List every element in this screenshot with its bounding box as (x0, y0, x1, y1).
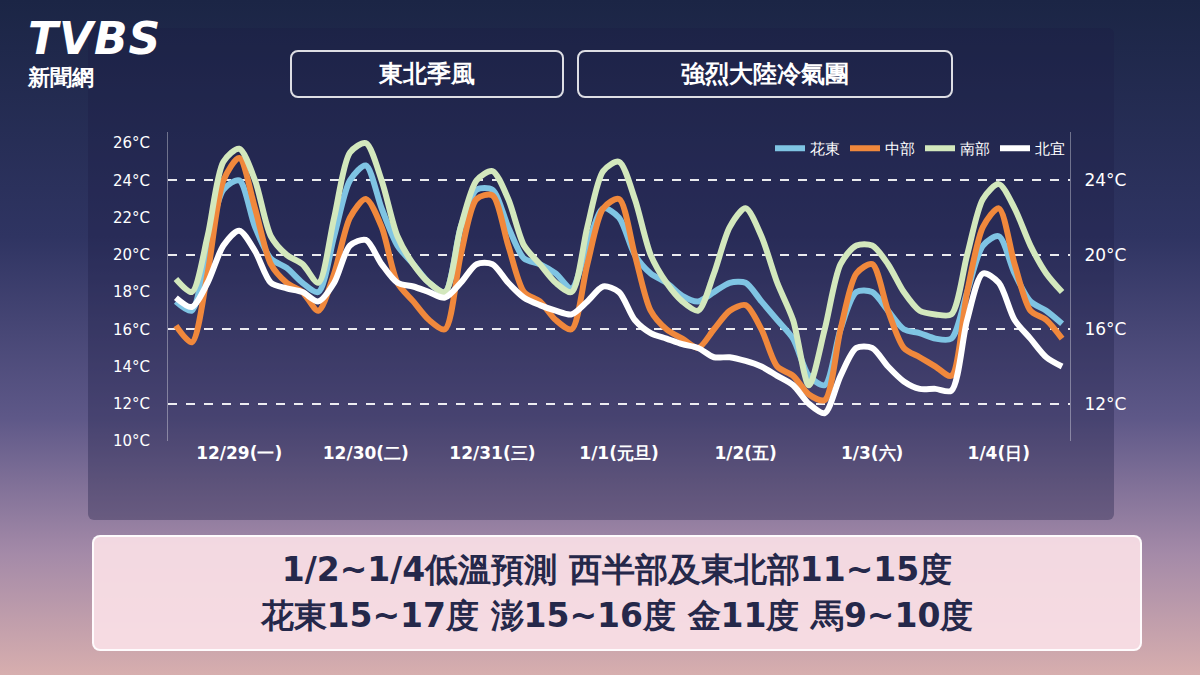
svg-text:1/4(日): 1/4(日) (968, 443, 1030, 463)
svg-text:20°C: 20°C (1084, 245, 1126, 265)
svg-text:10°C: 10°C (113, 432, 150, 450)
svg-text:1/1(元旦): 1/1(元旦) (579, 443, 658, 463)
svg-text:18°C: 18°C (113, 283, 150, 301)
svg-text:12/29(一): 12/29(一) (196, 443, 282, 463)
svg-text:北宜: 北宜 (1035, 140, 1065, 158)
html-text:東北季風: 東北季風 (379, 60, 475, 88)
svg-text:24°C: 24°C (1084, 170, 1126, 190)
svg-text:12/30(二): 12/30(二) (323, 443, 409, 463)
svg-text:12°C: 12°C (1084, 394, 1126, 414)
svg-text:12/31(三): 12/31(三) (449, 443, 535, 463)
svg-text:26°C: 26°C (113, 134, 150, 152)
html-text:強烈大陸冷氣團: 強烈大陸冷氣團 (681, 60, 849, 88)
svg-text:24°C: 24°C (113, 172, 150, 190)
html-text:花東15~17度 澎15~16度 金11度 馬9~10度: 花東15~17度 澎15~16度 金11度 馬9~10度 (260, 596, 974, 635)
svg-text:1/2(五): 1/2(五) (714, 443, 776, 463)
svg-text:南部: 南部 (960, 140, 990, 158)
svg-text:中部: 中部 (885, 140, 915, 158)
html-text:1/2~1/4低溫預測 西半部及東北部11~15度: 1/2~1/4低溫預測 西半部及東北部11~15度 (281, 550, 953, 589)
svg-text:14°C: 14°C (113, 358, 150, 376)
svg-text:16°C: 16°C (113, 321, 150, 339)
svg-text:花東: 花東 (810, 140, 840, 158)
svg-text:1/3(六): 1/3(六) (841, 443, 903, 463)
svg-text:22°C: 22°C (113, 209, 150, 227)
html-text:TVBS: TVBS (28, 13, 162, 64)
svg-text:12°C: 12°C (113, 395, 150, 413)
svg-text:16°C: 16°C (1084, 319, 1126, 339)
html-text:新聞網: 新聞網 (28, 65, 94, 90)
svg-text:20°C: 20°C (113, 246, 150, 264)
